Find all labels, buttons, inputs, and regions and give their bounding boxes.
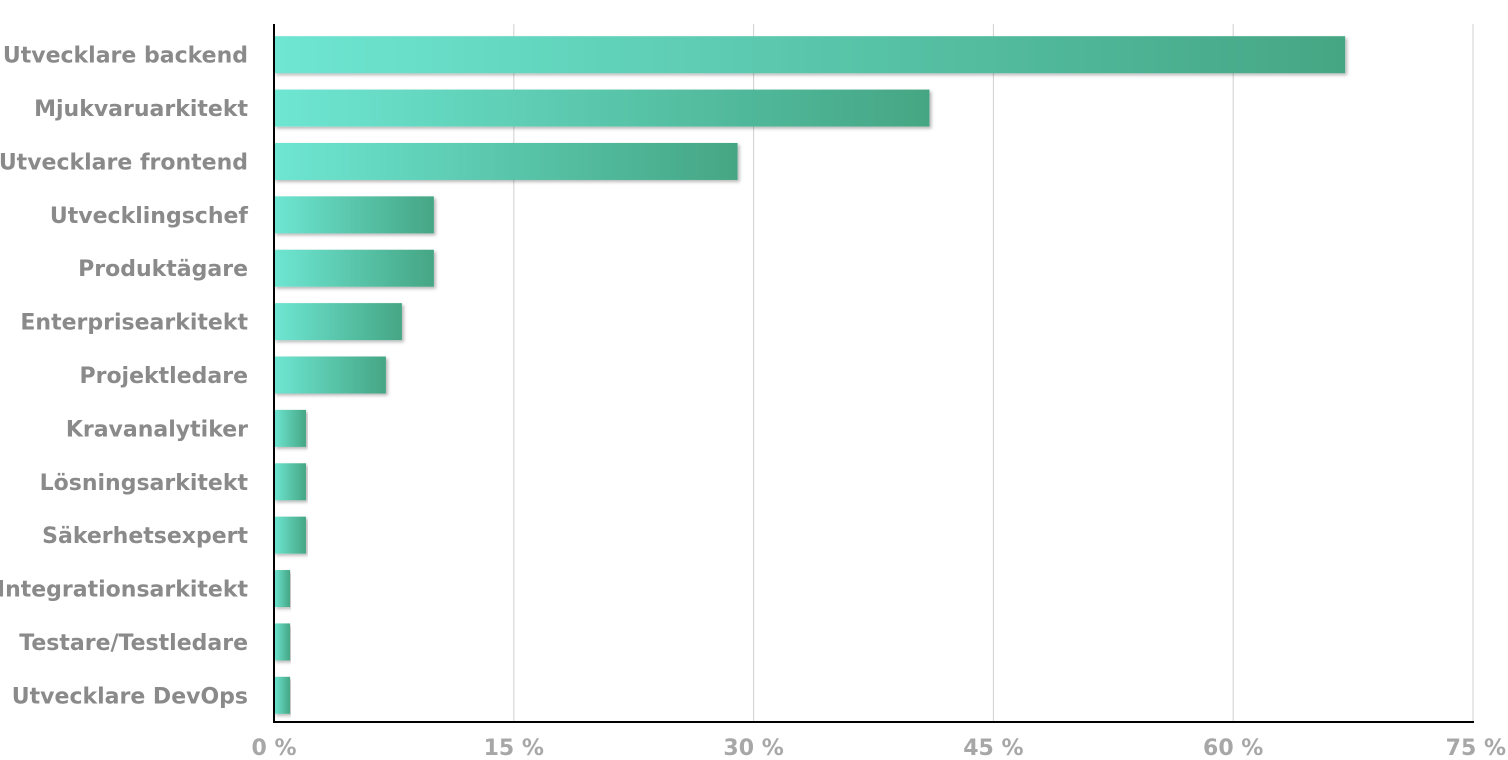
bar — [274, 623, 290, 661]
bar — [274, 570, 290, 608]
x-tick-label: 60 % — [1203, 736, 1263, 760]
category-label: Produktägare — [78, 257, 248, 282]
category-labels: Utvecklare backend Mjukvaruarkitekt Utveck… — [0, 44, 248, 710]
category-label: Enterprisearkitekt — [20, 311, 248, 336]
x-tick-label: 45 % — [963, 736, 1023, 760]
axes — [273, 24, 1474, 723]
category-label: Utvecklare backend — [3, 44, 248, 69]
x-tick-label: 0 % — [251, 736, 296, 760]
bars — [274, 36, 1346, 714]
category-label: Testare/Testledare — [19, 631, 248, 656]
category-label: Lösningsarkitekt — [40, 471, 249, 496]
bar — [274, 409, 306, 447]
bar — [274, 676, 290, 714]
category-label: Utvecklingschef — [50, 204, 249, 229]
x-tick-label: 15 % — [484, 736, 544, 760]
category-label: Mjukvaruarkitekt — [34, 97, 248, 122]
gridlines — [513, 24, 1474, 722]
bar — [274, 196, 434, 234]
bar — [274, 516, 306, 554]
x-tick-label: 30 % — [723, 736, 783, 760]
x-tick-labels: 0 % 15 % 30 % 45 % 60 % 75 % — [251, 736, 1506, 760]
x-tick-label: 75 % — [1446, 736, 1506, 760]
bar — [274, 356, 386, 394]
bar — [274, 249, 434, 287]
category-label: Säkerhetsexpert — [42, 524, 248, 549]
category-label: Utvecklare frontend — [0, 150, 248, 175]
category-label: Projektledare — [79, 364, 248, 389]
category-label: Utvecklare DevOps — [12, 684, 248, 709]
bar — [274, 89, 930, 127]
bar — [274, 463, 306, 501]
category-label: Integrationsarkitekt — [0, 578, 248, 603]
bar — [274, 36, 1346, 74]
category-label: Kravanalytiker — [66, 417, 248, 442]
bar — [274, 142, 738, 180]
bar — [274, 303, 402, 341]
